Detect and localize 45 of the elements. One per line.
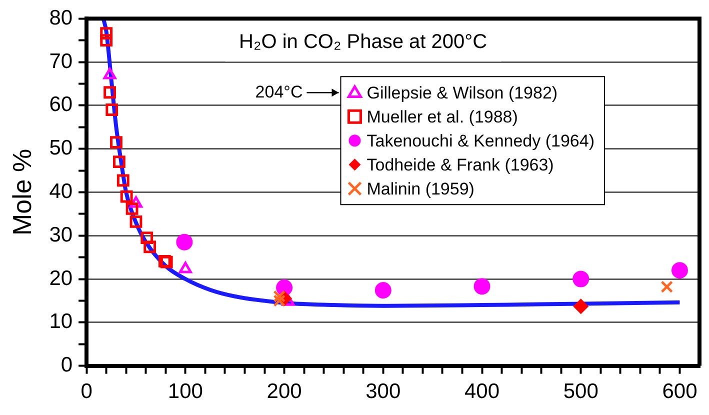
legend-label: Gillepsie & Wilson (1982) (366, 83, 558, 102)
point (660, 280, 674, 294)
y-tick-label: 60 (49, 93, 73, 116)
legend-label: Mueller et al. (1988) (366, 107, 518, 126)
y-tick-label: 30 (49, 223, 73, 246)
y-tick-label: 0 (60, 354, 73, 377)
legend-label: Takenouchi & Kennedy (1964) (366, 131, 594, 150)
point (110, 136, 122, 148)
y-axis-title: Mole % (6, 148, 37, 236)
text: H₂O in CO₂ Phase at 200°C (238, 31, 488, 54)
y-tick-label: 40 (49, 180, 73, 203)
x-tick-label: 0 (80, 380, 92, 404)
point (572, 270, 590, 288)
x-tick-label: 400 (464, 380, 500, 404)
point (144, 240, 156, 254)
point (140, 232, 154, 244)
point (120, 190, 133, 203)
point (103, 68, 116, 80)
point (116, 174, 130, 187)
point (106, 104, 118, 116)
legend-label: Todheide & Frank (1963) (366, 155, 554, 174)
y-tick-label: 50 (49, 136, 73, 160)
x-tick-label: 500 (563, 380, 598, 404)
point (574, 299, 588, 314)
point (126, 202, 138, 215)
point (100, 34, 113, 46)
y-tick-label: 70 (49, 50, 73, 73)
x-tick-label: 600 (662, 380, 698, 404)
point (112, 156, 126, 168)
x-tick-label: 300 (366, 380, 401, 404)
y-tick-label: 80 (49, 6, 73, 30)
y-tick-label: 10 (49, 310, 73, 334)
point (474, 278, 490, 295)
point (176, 234, 193, 250)
point (374, 282, 392, 299)
point (100, 27, 113, 40)
annotation: 204°C (255, 82, 303, 102)
point (104, 86, 116, 99)
point (273, 290, 286, 303)
point (130, 216, 142, 228)
y-tick-label: 20 (49, 266, 73, 290)
x-tick-label: 100 (168, 380, 203, 404)
point (671, 262, 688, 279)
x-tick-label: 200 (266, 380, 302, 404)
legend-label: Malinin (1959) (366, 179, 474, 198)
